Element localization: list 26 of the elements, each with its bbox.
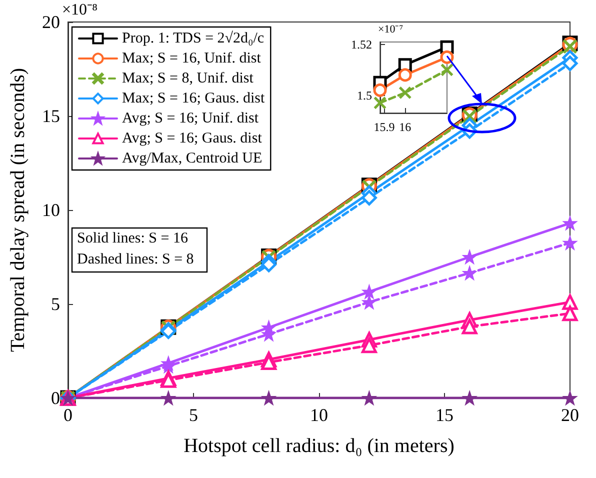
legend-label: Avg/Max, Centroid UE	[122, 150, 262, 166]
legend-label: Max; S = 8, Unif. dist	[122, 70, 254, 86]
legend-label: Prop. 1: TDS = 2√2d₀/c	[122, 30, 264, 46]
text: ×10⁻⁸	[62, 2, 98, 18]
x-tick-label: 15.9	[374, 120, 395, 134]
annotation: Solid lines: S = 16	[77, 230, 188, 246]
x-tick-label: 5	[189, 405, 198, 425]
x-axis-title: Hotspot cell radius: d₀ (in meters)	[184, 435, 454, 457]
y-tick-label: 0	[51, 388, 60, 408]
x-tick-label: 15	[436, 405, 454, 425]
y-tick-label: 1.5	[357, 88, 372, 102]
annotation: Dashed lines: S = 8	[77, 252, 194, 268]
annotation: ×10⁻⁷	[378, 24, 404, 36]
x-tick-label: 16	[399, 120, 412, 134]
legend-label: Max; S = 16, Unif. dist	[122, 50, 262, 66]
legend-label: Avg; S = 16; Unif. dist	[122, 110, 260, 126]
legend-label: Avg; S = 16; Gaus. dist	[122, 130, 263, 146]
y-tick-label: 10	[42, 200, 60, 220]
x-tick-label: 10	[310, 405, 328, 425]
y-tick-label: 1.52	[351, 38, 372, 52]
y-tick-label: 5	[51, 294, 60, 314]
y-axis-title: Temporal delay spread (in seconds)	[7, 68, 29, 352]
x-tick-label: 0	[64, 405, 72, 425]
legend-label: Max; S = 16; Gaus. dist	[122, 90, 266, 106]
x-tick-label: 20	[561, 405, 579, 425]
y-tick-label: 20	[42, 12, 60, 32]
